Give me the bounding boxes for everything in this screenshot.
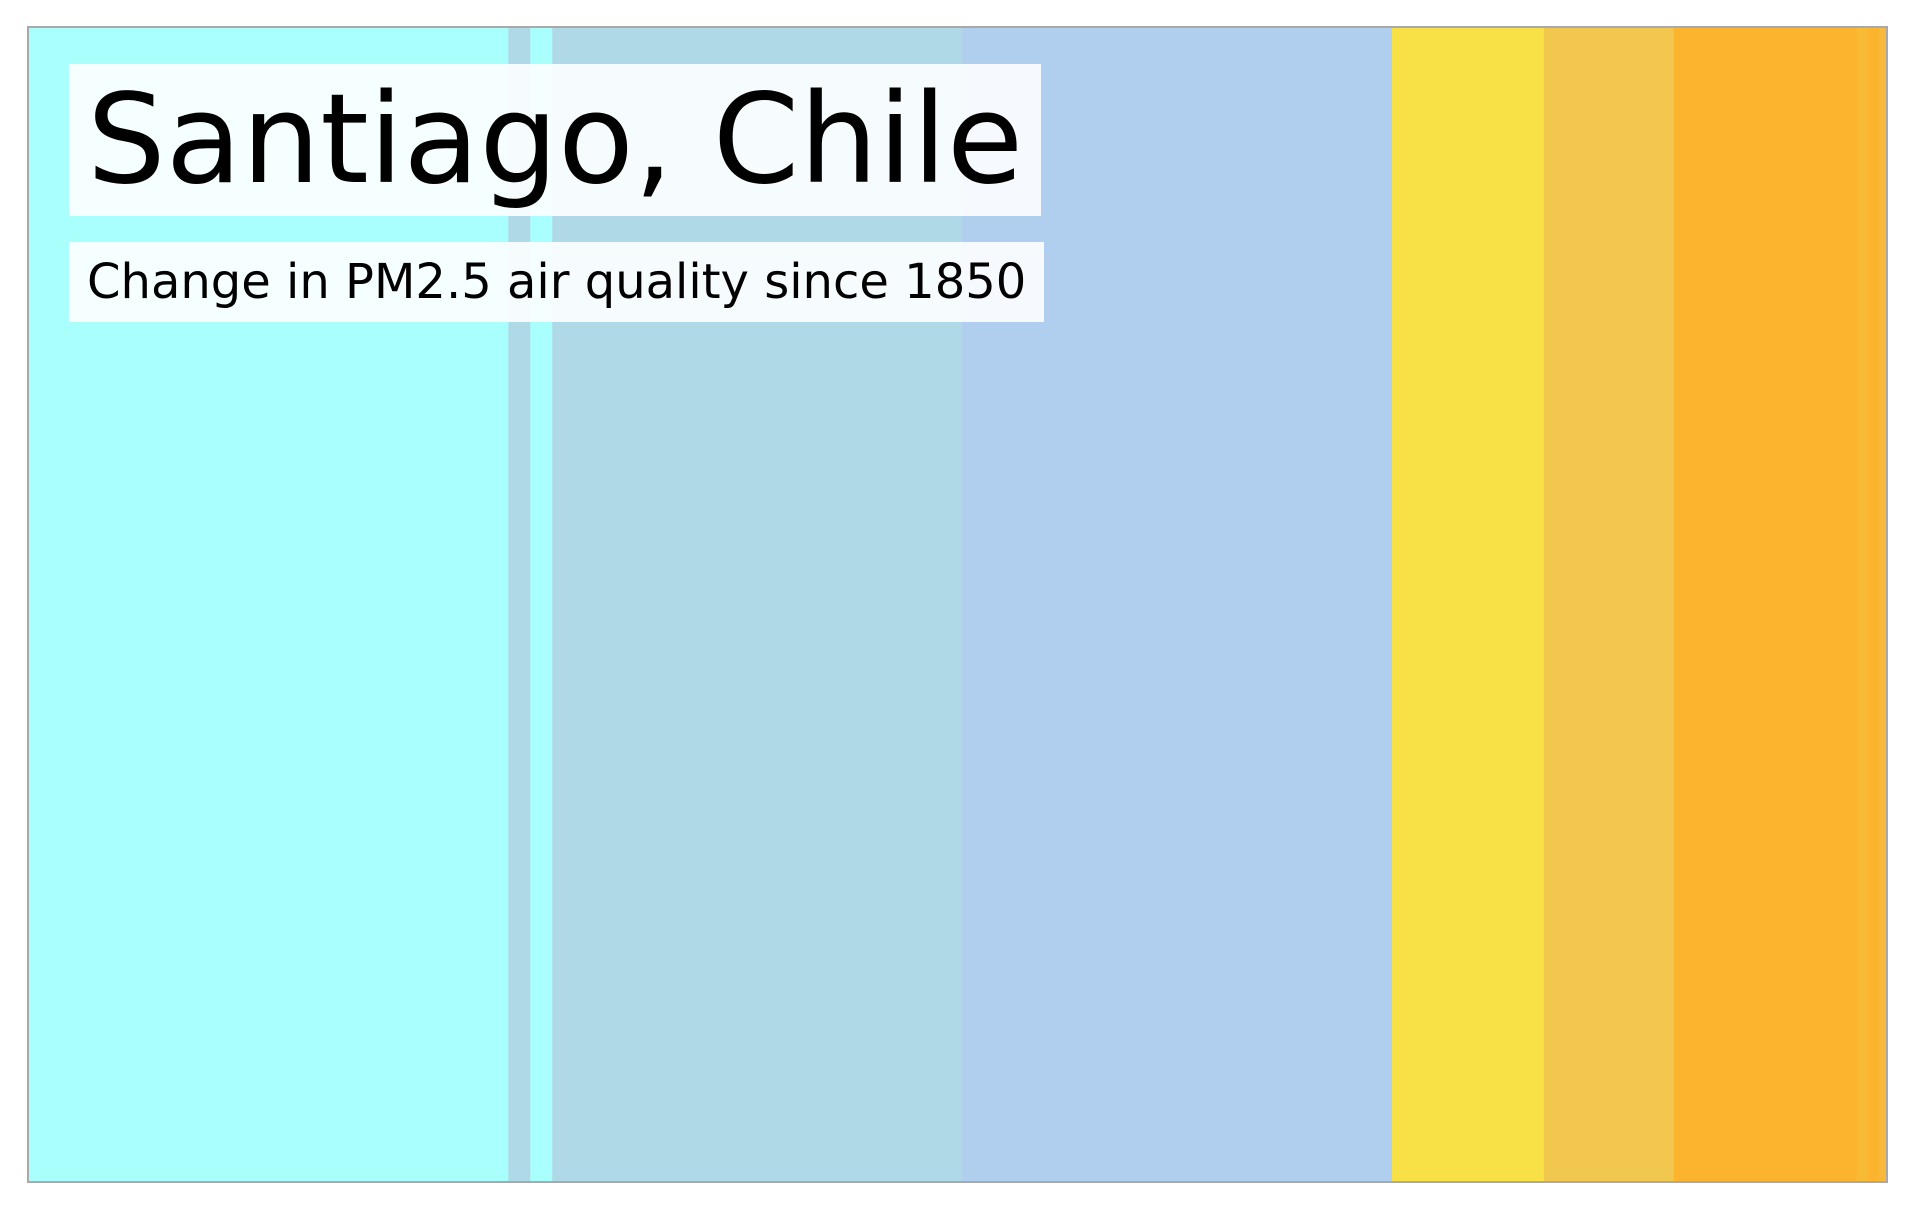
- stripe-8: [1673, 28, 1858, 1181]
- stripe-7: [1543, 28, 1675, 1181]
- stripe-11: [1878, 28, 1886, 1181]
- stripe-5: [962, 28, 1393, 1181]
- stripe-6: [1392, 28, 1545, 1181]
- stripe-10: [1867, 28, 1880, 1181]
- chart-subtitle: Change in PM2.5 air quality since 1850: [69, 242, 1045, 322]
- stripe-1: [29, 28, 509, 1181]
- chart-title: Santiago, Chile: [69, 64, 1042, 216]
- warming-stripes-chart: Santiago, Chile Change in PM2.5 air qual…: [27, 26, 1888, 1183]
- stripe-9: [1856, 28, 1869, 1181]
- stripe-4: [552, 28, 963, 1181]
